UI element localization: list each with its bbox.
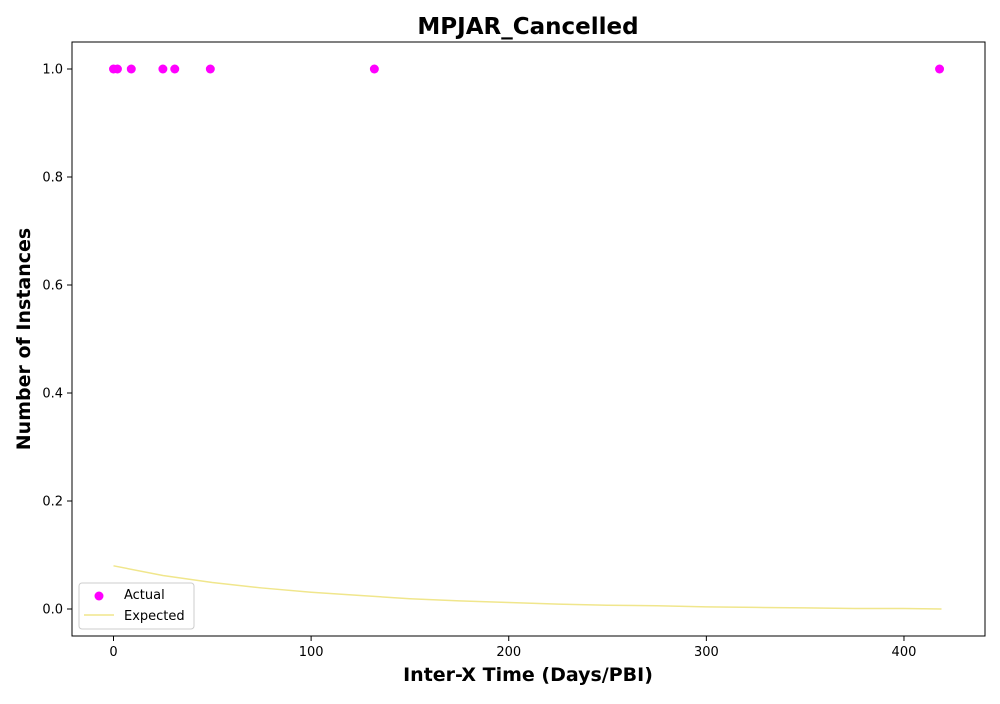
y-tick-label: 0.2 xyxy=(42,495,63,510)
y-axis-ticks: 0.0 0.2 0.4 0.6 0.8 1.0 xyxy=(42,63,72,618)
legend-box xyxy=(78,582,195,630)
plot-area xyxy=(109,64,945,610)
legend-actual-label: Actual xyxy=(124,588,165,603)
chart-title: MPJAR_Cancelled xyxy=(417,14,638,40)
actual-point xyxy=(935,64,945,74)
y-tick-label: 0.0 xyxy=(42,603,63,618)
actual-point xyxy=(369,64,379,74)
x-tick-label: 200 xyxy=(496,645,521,660)
legend: Actual Expected xyxy=(78,582,195,630)
legend-expected-label: Expected xyxy=(124,609,185,624)
y-tick-label: 1.0 xyxy=(42,63,63,78)
actual-point xyxy=(112,64,122,74)
x-axis-label: Inter-X Time (Days/PBI) xyxy=(403,664,653,686)
y-tick-label: 0.6 xyxy=(42,279,63,294)
y-tick-label: 0.4 xyxy=(42,387,63,402)
plot-frame xyxy=(71,41,986,637)
x-tick-label: 100 xyxy=(299,645,324,660)
y-axis-label: Number of Instances xyxy=(13,228,35,450)
y-tick-label: 0.8 xyxy=(42,171,63,186)
actual-point xyxy=(170,64,180,74)
x-tick-label: 0 xyxy=(109,645,117,660)
actual-point xyxy=(205,64,215,74)
legend-actual-marker xyxy=(94,591,104,601)
x-tick-label: 400 xyxy=(892,645,917,660)
x-axis-ticks: 0 100 200 300 400 xyxy=(109,636,916,660)
x-tick-label: 300 xyxy=(694,645,719,660)
actual-point xyxy=(158,64,168,74)
expected-line xyxy=(113,565,942,610)
actual-point xyxy=(126,64,136,74)
